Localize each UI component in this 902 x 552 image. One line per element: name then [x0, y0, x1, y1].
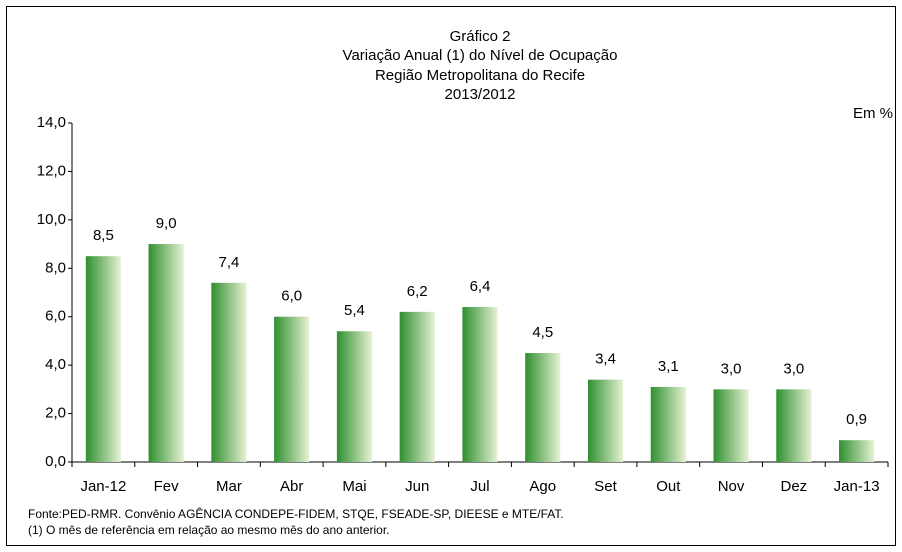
x-tick-label: Abr: [280, 478, 303, 495]
bar: [525, 353, 561, 462]
x-tick-label: Jul: [470, 478, 489, 495]
data-label: 8,5: [93, 227, 114, 244]
x-tick-label: Fev: [154, 478, 180, 495]
y-tick-label: 8,0: [45, 259, 66, 276]
x-tick-label: Jun: [405, 478, 429, 495]
x-tick-label: Set: [594, 478, 617, 495]
bar: [148, 244, 184, 462]
data-label: 3,0: [783, 360, 804, 377]
y-tick-label: 4,0: [45, 356, 66, 373]
bar: [462, 307, 498, 462]
unit-label: Em %: [853, 105, 893, 122]
x-tick-label: Jan-12: [80, 478, 126, 495]
y-tick-label: 10,0: [37, 211, 66, 228]
footnote: (1) O mês de referência em relação ao me…: [28, 523, 390, 537]
chart-title: Gráfico 2: [450, 28, 511, 45]
bar: [776, 389, 812, 462]
data-label: 6,0: [281, 288, 302, 305]
x-tick-label: Dez: [781, 478, 808, 495]
bar: [839, 440, 875, 462]
chart-title: Variação Anual (1) do Nível de Ocupação: [343, 47, 618, 64]
data-label: 3,1: [658, 358, 679, 375]
bar: [650, 386, 686, 462]
data-label: 3,4: [595, 351, 616, 368]
x-tick-label: Jan-13: [834, 478, 880, 495]
frame: [6, 6, 896, 546]
chart-title: 2013/2012: [445, 86, 516, 103]
bar: [85, 256, 121, 462]
y-tick-label: 0,0: [45, 453, 66, 470]
y-tick-label: 12,0: [37, 162, 66, 179]
x-tick-label: Mar: [216, 478, 242, 495]
x-tick-label: Nov: [718, 478, 745, 495]
bar: [399, 311, 435, 462]
y-tick-label: 6,0: [45, 308, 66, 325]
bar: [274, 316, 310, 462]
data-label: 4,5: [532, 324, 553, 341]
data-label: 7,4: [218, 254, 239, 271]
y-tick-label: 14,0: [37, 114, 66, 131]
bar: [211, 282, 247, 462]
data-label: 5,4: [344, 302, 365, 319]
x-tick-label: Out: [656, 478, 681, 495]
data-label: 6,2: [407, 283, 428, 300]
x-tick-label: Mai: [342, 478, 366, 495]
data-label: 3,0: [721, 360, 742, 377]
bar: [336, 331, 373, 462]
data-label: 6,4: [470, 278, 491, 295]
data-label: 0,9: [846, 411, 867, 428]
y-tick-label: 2,0: [45, 405, 66, 422]
x-tick-label: Ago: [529, 478, 556, 495]
chart-title: Região Metropolitana do Recife: [375, 67, 585, 84]
bar: [713, 389, 749, 462]
source-note: Fonte:PED-RMR. Convênio AGÊNCIA CONDEPE-…: [28, 506, 564, 521]
bar: [587, 379, 624, 462]
data-label: 9,0: [156, 215, 177, 232]
